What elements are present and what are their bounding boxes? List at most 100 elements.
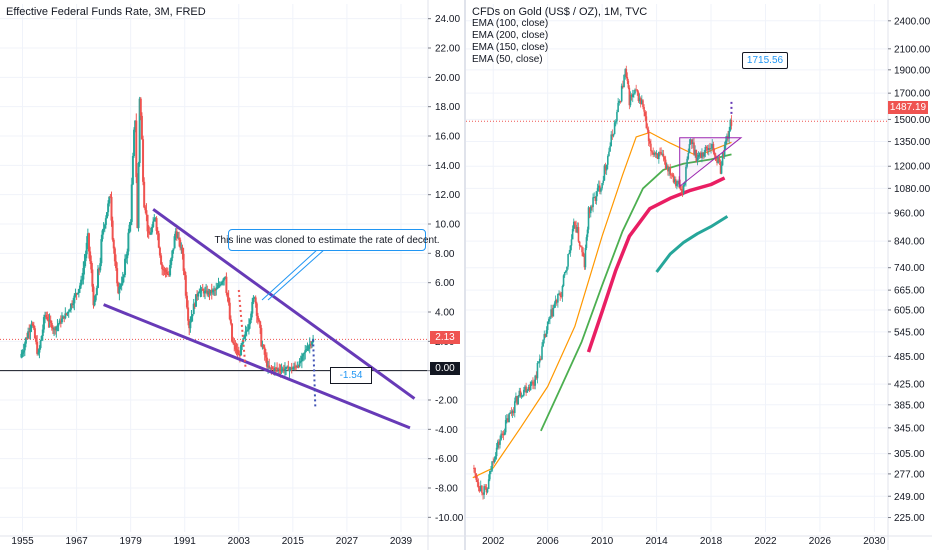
legend-ema-50[interactable]: EMA (50, close) <box>472 54 543 65</box>
right-drawings[interactable] <box>679 99 743 188</box>
left-candle <box>240 345 243 356</box>
left-candle <box>96 268 99 288</box>
left-x-tick-label: 1955 <box>11 536 34 547</box>
right-candle <box>631 94 634 98</box>
left-candle <box>203 291 206 294</box>
right-candle <box>629 94 632 106</box>
right-price-axis[interactable]: 2400.00 2100.00 1900.00 1700.00 1500.00 1350.… <box>887 0 931 550</box>
fed-funds-chart-pane[interactable]: 24.00 22.00 20.00 18.00 16.00 14.00 12.00 10.00… <box>0 0 464 550</box>
right-candle <box>688 144 691 154</box>
right-candle <box>501 433 504 435</box>
right-candle <box>706 147 709 151</box>
left-candle <box>38 348 41 353</box>
right-y-tick-label: 225.00 <box>894 513 925 524</box>
left-candle <box>20 353 23 358</box>
left-candle <box>143 181 146 208</box>
right-candle <box>713 152 716 156</box>
left-candle <box>297 366 300 368</box>
right-candle <box>543 334 546 340</box>
right-time-axis[interactable]: 2002 2006 2010 2014 2018 2022 2026 2030 <box>466 535 932 547</box>
left-candle <box>50 323 53 329</box>
right-y-tick-label: 485.00 <box>894 352 925 363</box>
pane-divider[interactable] <box>464 0 466 550</box>
left-candle <box>87 233 90 252</box>
right-candle <box>578 241 581 246</box>
left-projection <box>312 339 317 409</box>
left-candle <box>94 295 97 301</box>
right-candle <box>529 381 532 391</box>
left-candle <box>308 343 311 347</box>
left-price-axis[interactable]: 24.00 22.00 20.00 18.00 16.00 14.00 12.00 10.00… <box>427 0 464 550</box>
triangle-pattern <box>679 137 743 188</box>
right-candle <box>565 270 567 273</box>
left-candle <box>292 366 295 369</box>
left-zero-badge: 0.00 <box>430 362 460 375</box>
right-candle <box>659 151 661 153</box>
right-candle <box>558 293 560 295</box>
right-candle <box>552 307 555 317</box>
fed-funds-chart[interactable]: 24.00 22.00 20.00 18.00 16.00 14.00 12.00 10.00… <box>0 0 464 550</box>
left-y-tick-label: -10.00 <box>435 513 464 524</box>
left-candle <box>84 254 87 262</box>
left-candle <box>36 341 39 354</box>
left-drawings[interactable] <box>103 208 416 430</box>
left-candle <box>244 331 247 336</box>
annotation-callout[interactable]: This line was cloned to estimate the rat… <box>214 229 440 251</box>
left-candle <box>59 320 62 323</box>
left-candle <box>222 280 225 282</box>
left-candle <box>253 297 256 299</box>
left-candle <box>95 287 98 296</box>
right-candle <box>536 362 539 379</box>
right-candle <box>592 197 594 208</box>
left-candle <box>193 303 196 307</box>
right-candle <box>671 174 674 176</box>
right-candle <box>482 492 484 495</box>
legend-ema-200[interactable]: EMA (200, close) <box>472 30 549 41</box>
left-candle <box>309 343 312 345</box>
left-candle <box>81 279 84 281</box>
right-candle <box>526 390 529 393</box>
left-candle <box>71 303 74 306</box>
right-x-tick-label: 2018 <box>700 536 723 547</box>
left-candle <box>296 366 299 368</box>
left-candle <box>173 236 176 249</box>
left-y-tick-label: 12.00 <box>435 190 460 201</box>
ema-legend[interactable]: EMA (100, close) EMA (200, close) EMA (1… <box>472 18 548 66</box>
left-time-axis[interactable]: 1955 1967 1979 1991 2003 2015 2027 2039 <box>0 535 464 547</box>
left-candle <box>131 155 134 185</box>
left-candle <box>44 314 47 318</box>
gold-chart-pane[interactable]: 2400.00 2100.00 1900.00 1700.00 1500.00 1350.… <box>466 0 932 550</box>
left-candle <box>116 268 119 284</box>
right-candle <box>654 152 657 155</box>
right-candle <box>476 479 479 483</box>
left-candle <box>174 231 177 237</box>
left-x-tick-label: 2015 <box>282 536 305 547</box>
left-candle <box>306 348 309 350</box>
legend-ema-100[interactable]: EMA (100, close) <box>472 18 549 29</box>
left-candle <box>262 345 265 348</box>
left-candle <box>113 248 116 262</box>
legend-ema-150[interactable]: EMA (150, close) <box>472 42 549 53</box>
right-candle <box>561 285 564 297</box>
gold-chart[interactable]: 2400.00 2100.00 1900.00 1700.00 1500.00 1350.… <box>466 0 932 550</box>
right-candle <box>618 100 621 103</box>
left-candle <box>45 314 48 317</box>
left-candle <box>282 368 285 371</box>
right-candle <box>583 256 586 268</box>
right-candle <box>685 166 687 183</box>
right-x-tick-label: 2006 <box>537 536 560 547</box>
right-candle <box>720 165 723 174</box>
right-candle <box>567 254 569 267</box>
left-candle <box>68 309 71 312</box>
right-candle <box>709 148 711 150</box>
right-candle <box>594 197 597 201</box>
left-candle <box>63 316 66 319</box>
left-chart-title: Effective Federal Funds Rate, 3M, FRED <box>6 6 206 18</box>
right-candle <box>587 207 590 230</box>
left-candle <box>191 314 194 317</box>
right-candle <box>576 227 579 233</box>
left-candle <box>285 366 288 370</box>
right-y-tick-label: 1200.00 <box>894 162 931 173</box>
left-candle <box>287 366 290 371</box>
left-candle <box>152 221 155 227</box>
